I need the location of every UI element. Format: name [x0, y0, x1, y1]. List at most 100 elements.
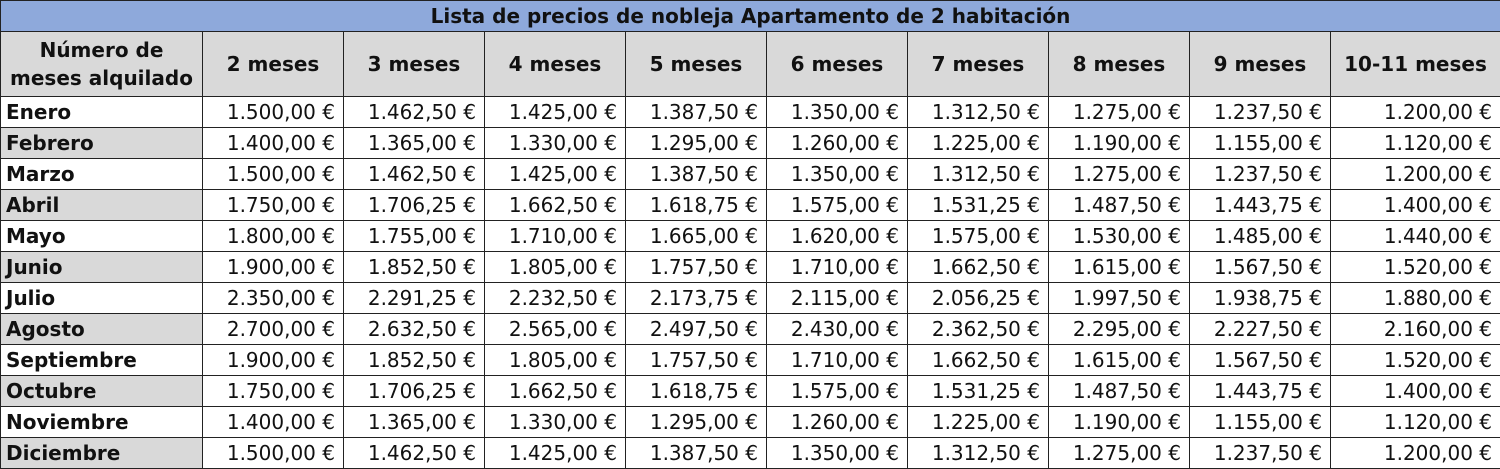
price-cell: 1.400,00 €: [203, 128, 344, 159]
price-cell: 1.750,00 €: [203, 376, 344, 407]
price-cell: 2.173,75 €: [626, 283, 767, 314]
duration-header: 6 meses: [767, 32, 908, 97]
price-cell: 1.750,00 €: [203, 190, 344, 221]
price-cell: 1.425,00 €: [485, 159, 626, 190]
price-cell: 1.662,50 €: [485, 376, 626, 407]
price-cell: 1.575,00 €: [908, 221, 1049, 252]
price-cell: 1.487,50 €: [1049, 190, 1190, 221]
month-cell: Marzo: [1, 159, 203, 190]
price-cell: 1.485,00 €: [1190, 221, 1331, 252]
price-cell: 1.425,00 €: [485, 438, 626, 469]
month-cell: Abril: [1, 190, 203, 221]
price-cell: 1.755,00 €: [344, 221, 485, 252]
price-cell: 1.237,50 €: [1190, 97, 1331, 128]
price-cell: 1.225,00 €: [908, 407, 1049, 438]
month-cell: Enero: [1, 97, 203, 128]
price-cell: 1.400,00 €: [203, 407, 344, 438]
duration-header: 8 meses: [1049, 32, 1190, 97]
price-cell: 1.618,75 €: [626, 376, 767, 407]
price-cell: 1.567,50 €: [1190, 252, 1331, 283]
price-cell: 1.350,00 €: [767, 159, 908, 190]
duration-header: 2 meses: [203, 32, 344, 97]
price-cell: 1.500,00 €: [203, 97, 344, 128]
duration-header: 4 meses: [485, 32, 626, 97]
price-cell: 1.200,00 €: [1331, 97, 1500, 128]
price-cell: 1.237,50 €: [1190, 438, 1331, 469]
price-cell: 1.462,50 €: [344, 97, 485, 128]
price-cell: 1.350,00 €: [767, 97, 908, 128]
duration-header: 10-11 meses: [1331, 32, 1500, 97]
price-cell: 1.520,00 €: [1331, 252, 1500, 283]
price-cell: 1.120,00 €: [1331, 128, 1500, 159]
price-cell: 1.900,00 €: [203, 345, 344, 376]
price-cell: 1.260,00 €: [767, 128, 908, 159]
price-cell: 2.362,50 €: [908, 314, 1049, 345]
price-cell: 1.155,00 €: [1190, 128, 1331, 159]
price-cell: 1.710,00 €: [485, 221, 626, 252]
price-cell: 1.200,00 €: [1331, 438, 1500, 469]
month-cell: Mayo: [1, 221, 203, 252]
duration-header: 3 meses: [344, 32, 485, 97]
price-cell: 1.443,75 €: [1190, 190, 1331, 221]
price-cell: 1.387,50 €: [626, 159, 767, 190]
price-cell: 1.312,50 €: [908, 438, 1049, 469]
price-cell: 1.800,00 €: [203, 221, 344, 252]
price-cell: 1.615,00 €: [1049, 345, 1190, 376]
price-cell: 2.350,00 €: [203, 283, 344, 314]
price-cell: 1.710,00 €: [767, 252, 908, 283]
price-cell: 1.575,00 €: [767, 190, 908, 221]
price-cell: 1.997,50 €: [1049, 283, 1190, 314]
price-cell: 1.295,00 €: [626, 407, 767, 438]
price-cell: 1.462,50 €: [344, 438, 485, 469]
month-cell: Julio: [1, 283, 203, 314]
corner-header: Número de meses alquilado: [1, 32, 203, 97]
price-cell: 1.665,00 €: [626, 221, 767, 252]
price-cell: 1.805,00 €: [485, 345, 626, 376]
price-cell: 1.662,50 €: [908, 252, 1049, 283]
price-cell: 2.295,00 €: [1049, 314, 1190, 345]
table-title: Lista de precios de nobleja Apartamento …: [1, 1, 1500, 32]
price-cell: 2.115,00 €: [767, 283, 908, 314]
price-cell: 1.260,00 €: [767, 407, 908, 438]
price-cell: 1.852,50 €: [344, 252, 485, 283]
price-cell: 1.462,50 €: [344, 159, 485, 190]
price-cell: 1.757,50 €: [626, 252, 767, 283]
price-cell: 1.190,00 €: [1049, 407, 1190, 438]
price-cell: 1.330,00 €: [485, 128, 626, 159]
month-cell: Septiembre: [1, 345, 203, 376]
price-cell: 1.443,75 €: [1190, 376, 1331, 407]
price-cell: 1.200,00 €: [1331, 159, 1500, 190]
price-cell: 2.291,25 €: [344, 283, 485, 314]
price-cell: 1.190,00 €: [1049, 128, 1190, 159]
price-cell: 1.295,00 €: [626, 128, 767, 159]
price-cell: 1.880,00 €: [1331, 283, 1500, 314]
month-cell: Diciembre: [1, 438, 203, 469]
price-cell: 1.662,50 €: [908, 345, 1049, 376]
price-cell: 1.938,75 €: [1190, 283, 1331, 314]
title-row: Lista de precios de nobleja Apartamento …: [1, 1, 1500, 32]
price-cell: 1.757,50 €: [626, 345, 767, 376]
price-cell: 1.440,00 €: [1331, 221, 1500, 252]
price-cell: 1.400,00 €: [1331, 190, 1500, 221]
price-cell: 2.227,50 €: [1190, 314, 1331, 345]
price-cell: 1.531,25 €: [908, 190, 1049, 221]
price-cell: 1.900,00 €: [203, 252, 344, 283]
price-cell: 1.275,00 €: [1049, 97, 1190, 128]
price-cell: 1.530,00 €: [1049, 221, 1190, 252]
month-cell: Agosto: [1, 314, 203, 345]
price-cell: 1.500,00 €: [203, 159, 344, 190]
price-cell: 2.700,00 €: [203, 314, 344, 345]
price-cell: 2.632,50 €: [344, 314, 485, 345]
price-cell: 1.330,00 €: [485, 407, 626, 438]
price-cell: 1.120,00 €: [1331, 407, 1500, 438]
